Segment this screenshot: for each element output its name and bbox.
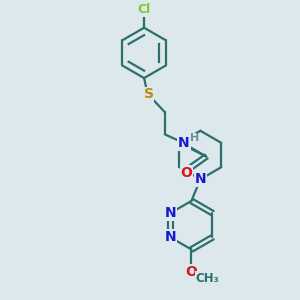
Text: N: N: [165, 230, 176, 244]
Text: N: N: [194, 172, 206, 186]
Text: Cl: Cl: [137, 3, 151, 16]
Text: H: H: [190, 134, 200, 143]
Text: O: O: [181, 166, 192, 180]
Text: O: O: [185, 265, 197, 279]
Text: CH₃: CH₃: [196, 272, 220, 285]
Text: S: S: [143, 87, 154, 101]
Text: N: N: [178, 136, 190, 150]
Text: N: N: [165, 206, 176, 220]
